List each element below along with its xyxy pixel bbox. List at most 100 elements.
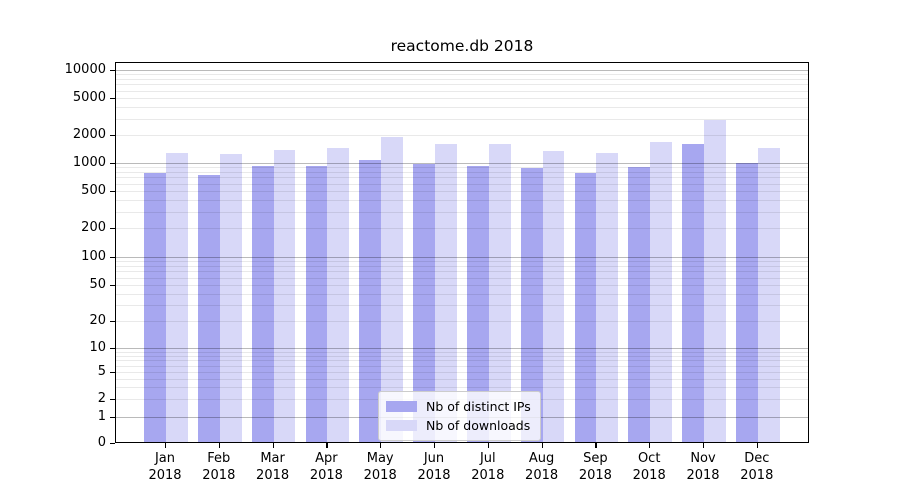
- grid-line-60: [116, 277, 808, 279]
- grid-line-6: [116, 365, 808, 367]
- y-tick-label-10: 10: [89, 340, 106, 355]
- grid-line-600: [116, 183, 808, 185]
- grid-line-300: [116, 211, 808, 213]
- bar-distinct-ips-apr: [305, 166, 328, 442]
- grid-line-5000: [116, 98, 808, 99]
- y-tick-mark: [110, 443, 115, 445]
- y-tick-mark: [110, 399, 115, 401]
- y-tick-label-5: 5: [97, 364, 106, 379]
- bar-downloads-oct: [650, 141, 672, 442]
- x-tick-mark: [703, 443, 705, 448]
- x-tick-label-feb: Feb 2018: [202, 451, 236, 483]
- x-tick-mark: [434, 443, 436, 448]
- grid-line-6000: [116, 90, 808, 92]
- legend-label-downloads: Nb of downloads: [426, 418, 531, 433]
- y-tick-mark: [110, 285, 115, 287]
- y-tick-label-0: 0: [97, 435, 106, 450]
- x-tick-label-apr: Apr 2018: [309, 451, 343, 483]
- bar-downloads-dec: [757, 147, 780, 442]
- legend-label-distinct-ips: Nb of distinct IPs: [426, 399, 531, 414]
- y-tick-label-100: 100: [81, 249, 106, 264]
- grid-line-400: [116, 200, 808, 201]
- grid-line-700: [116, 177, 808, 179]
- y-tick-mark: [110, 70, 115, 72]
- y-tick-label-2000: 2000: [72, 127, 106, 142]
- y-tick-label-1: 1: [97, 409, 106, 424]
- legend-swatch-downloads: [386, 420, 417, 431]
- bar-downloads-jun: [435, 143, 457, 442]
- grid-line-90: [116, 261, 808, 263]
- y-tick-label-1000: 1000: [72, 155, 106, 170]
- bar-distinct-ips-aug: [520, 167, 543, 442]
- grid-line-2000: [116, 135, 808, 136]
- y-tick-label-500: 500: [81, 183, 106, 198]
- x-tick-label-nov: Nov 2018: [686, 451, 720, 483]
- x-tick-label-oct: Oct 2018: [632, 451, 666, 483]
- y-tick-label-200: 200: [81, 220, 106, 235]
- y-tick-mark: [110, 98, 115, 100]
- y-tick-label-5000: 5000: [72, 90, 106, 105]
- legend-item-downloads: Nb of downloads: [386, 416, 531, 435]
- y-tick-mark: [110, 417, 115, 419]
- bar-distinct-ips-jan: [144, 172, 166, 442]
- y-tick-mark: [110, 372, 115, 374]
- grid-line-7000: [116, 84, 808, 86]
- grid-line-50: [116, 285, 808, 286]
- bar-downloads-jul: [488, 144, 511, 442]
- x-tick-label-aug: Aug 2018: [525, 451, 559, 483]
- y-tick-label-20: 20: [89, 313, 106, 328]
- bar-downloads-sep: [596, 153, 619, 442]
- grid-line-8: [116, 355, 808, 357]
- x-tick-label-may: May 2018: [363, 451, 397, 483]
- grid-line-4: [116, 378, 808, 380]
- plot-area: [115, 62, 809, 443]
- grid-line-10: [116, 348, 808, 349]
- grid-line-5: [116, 372, 808, 373]
- y-tick-label-2: 2: [97, 391, 106, 406]
- grid-line-3: [116, 387, 808, 389]
- grid-line-9000: [116, 74, 808, 76]
- bar-downloads-may: [381, 137, 403, 442]
- y-tick-mark: [110, 348, 115, 350]
- bar-downloads-jan: [166, 153, 188, 442]
- y-tick-mark: [110, 257, 115, 259]
- x-tick-mark: [649, 443, 651, 448]
- bar-downloads-mar: [273, 149, 296, 442]
- bar-distinct-ips-dec: [736, 163, 758, 442]
- x-tick-mark: [272, 443, 274, 448]
- bar-downloads-aug: [542, 151, 565, 442]
- grid-line-500: [116, 191, 808, 192]
- chart-title: reactome.db 2018: [390, 37, 534, 55]
- x-tick-label-jul: Jul 2018: [471, 451, 505, 483]
- y-tick-mark: [110, 321, 115, 323]
- grid-line-70: [116, 271, 808, 273]
- bar-downloads-feb: [219, 154, 242, 442]
- grid-line-3000: [116, 118, 808, 120]
- x-tick-mark: [756, 443, 758, 448]
- x-tick-label-sep: Sep 2018: [578, 451, 612, 483]
- x-tick-mark: [218, 443, 220, 448]
- bar-distinct-ips-feb: [198, 175, 220, 442]
- bar-distinct-ips-jun: [413, 164, 435, 442]
- legend-item-distinct-ips: Nb of distinct IPs: [386, 397, 531, 416]
- grid-line-100: [116, 257, 808, 258]
- bar-distinct-ips-oct: [628, 166, 651, 442]
- bar-distinct-ips-jul: [467, 166, 489, 442]
- legend: Nb of distinct IPs Nb of downloads: [378, 391, 541, 441]
- grid-line-20: [116, 321, 808, 322]
- y-tick-label-10000: 10000: [64, 62, 106, 77]
- x-tick-mark: [541, 443, 543, 448]
- x-tick-mark: [326, 443, 328, 448]
- bar-distinct-ips-nov: [682, 144, 704, 442]
- bar-distinct-ips-may: [359, 160, 382, 442]
- x-tick-mark: [380, 443, 382, 448]
- x-tick-label-jan: Jan 2018: [148, 451, 182, 483]
- y-tick-mark: [110, 228, 115, 230]
- grid-line-30: [116, 305, 808, 307]
- y-tick-mark: [110, 191, 115, 193]
- x-tick-label-jun: Jun 2018: [417, 451, 451, 483]
- grid-line-10000: [116, 70, 808, 71]
- bar-distinct-ips-sep: [574, 172, 597, 442]
- x-tick-label-mar: Mar 2018: [256, 451, 290, 483]
